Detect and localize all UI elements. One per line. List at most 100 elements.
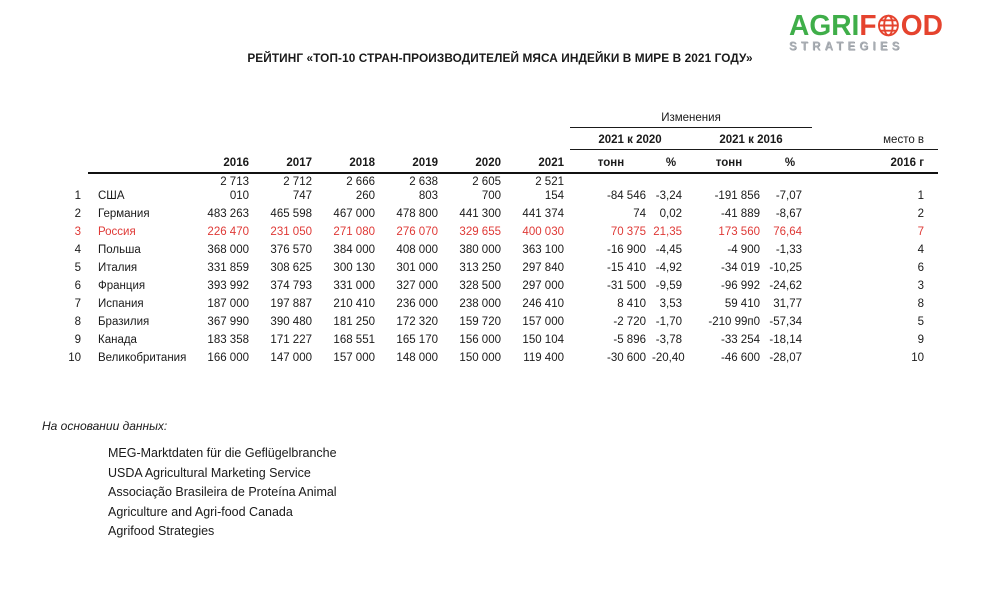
value-cell: 478 800 <box>396 208 438 220</box>
spacer-cell <box>812 205 838 223</box>
change-cell: 31,77 <box>773 298 803 310</box>
value-cell: 231 050 <box>270 226 312 238</box>
value-cell: 2 712 747 <box>283 176 312 202</box>
value-cell: 408 000 <box>396 244 438 256</box>
rank-cell: 7 <box>74 298 81 310</box>
country-cell: Великобритания <box>98 352 187 364</box>
change-cell: 3,53 <box>659 298 682 310</box>
spacer-cell <box>812 277 838 295</box>
value-cell: 400 030 <box>522 226 564 238</box>
value-cell: 465 598 <box>270 208 312 220</box>
value-cell: 441 300 <box>459 208 501 220</box>
logo-wordmark: AGRIF OD <box>789 10 978 42</box>
logo-tagline: STRATEGIES <box>789 41 904 53</box>
value-cell: 2 666 260 <box>346 176 375 202</box>
table-body: 1 США 2 713 010 2 712 747 2 666 260 2 638 803… <box>58 173 938 367</box>
change-cell: -96 992 <box>720 280 760 292</box>
spacer-cell <box>812 173 838 205</box>
group-header-2021-2016: 2021 к 2016 <box>690 127 813 150</box>
value-cell: 181 250 <box>333 316 375 328</box>
year-header: 2017 <box>255 149 318 174</box>
change-cell: -24,62 <box>769 280 803 292</box>
globe-icon <box>878 14 900 37</box>
change-cell: -31 500 <box>606 280 646 292</box>
rank-cell: 10 <box>68 352 81 364</box>
value-cell: 297 840 <box>522 262 564 274</box>
ranking-table-container: Изменения 2021 к 2020 2021 к 2016 место … <box>58 107 939 367</box>
rank-cell: 4 <box>74 244 81 256</box>
value-cell: 119 400 <box>523 352 564 364</box>
table-row: 1 США 2 713 010 2 712 747 2 666 260 2 638 803… <box>58 173 938 205</box>
value-cell: 297 000 <box>522 280 564 292</box>
value-cell: 2 713 010 <box>220 176 249 202</box>
rank-cell: 5 <box>74 262 81 274</box>
spacer-cell <box>812 241 838 259</box>
change-cell: -57,34 <box>769 316 803 328</box>
country-cell: Канада <box>98 334 137 346</box>
ranking-table: Изменения 2021 к 2020 2021 к 2016 место … <box>58 107 939 367</box>
rank-cell: 8 <box>74 316 81 328</box>
change-cell: -2 720 <box>613 316 646 328</box>
change-cell: 21,35 <box>653 226 682 238</box>
change-cell: -30 600 <box>606 352 646 364</box>
header-spacer <box>88 149 192 174</box>
value-cell: 246 410 <box>522 298 564 310</box>
value-cell: 384 000 <box>333 244 375 256</box>
header-spacer <box>58 150 88 174</box>
country-cell: Франция <box>98 280 146 292</box>
place-cell: 9 <box>917 334 925 346</box>
change-cell: 76,64 <box>773 226 803 238</box>
rank-cell: 9 <box>74 334 81 346</box>
unit-header-tons: тонн <box>570 149 652 174</box>
unit-header-pct: % <box>652 149 690 174</box>
value-cell: 327 000 <box>396 280 438 292</box>
value-cell: 2 638 803 <box>409 176 438 202</box>
value-cell: 2 521 154 <box>535 176 564 202</box>
place-cell: 1 <box>917 190 925 202</box>
value-cell: 150 000 <box>459 352 501 364</box>
change-cell: 74 <box>633 208 646 220</box>
value-cell: 363 100 <box>522 244 564 256</box>
logo-text-agri: AGRI <box>789 10 860 42</box>
value-cell: 376 570 <box>270 244 312 256</box>
change-cell: -41 889 <box>720 208 760 220</box>
value-cell: 441 374 <box>522 208 564 220</box>
year-header: 2020 <box>444 149 507 174</box>
place-cell: 4 <box>917 244 925 256</box>
source-item: Agrifood Strategies <box>108 524 215 538</box>
change-cell: 59 410 <box>724 298 760 310</box>
value-cell: 197 887 <box>270 298 312 310</box>
change-cell: -18,14 <box>769 334 803 346</box>
value-cell: 467 000 <box>333 208 375 220</box>
value-cell: 172 320 <box>396 316 438 328</box>
value-cell: 2 605 700 <box>472 176 501 202</box>
change-cell: -84 546 <box>606 190 646 202</box>
change-cell: -4,92 <box>655 262 682 274</box>
change-cell: -33 254 <box>720 334 760 346</box>
spacer-cell <box>812 313 838 331</box>
value-cell: 236 000 <box>396 298 438 310</box>
value-cell: 166 000 <box>207 352 249 364</box>
value-cell: 367 990 <box>207 316 249 328</box>
spacer-cell <box>812 259 838 277</box>
rank-cell: 6 <box>74 280 81 292</box>
year-header: 2016 <box>192 149 255 174</box>
value-cell: 393 992 <box>207 280 249 292</box>
rank-cell: 2 <box>74 208 81 220</box>
place-cell: 5 <box>917 316 925 328</box>
change-cell: -34 019 <box>720 262 760 274</box>
change-cell: -3,78 <box>655 334 682 346</box>
spacer-cell <box>812 295 838 313</box>
value-cell: 331 859 <box>207 262 249 274</box>
value-cell: 157 000 <box>333 352 375 364</box>
place-header-year: 2016 г <box>838 149 939 174</box>
source-item: Associação Brasileira de Proteína Animal <box>108 485 337 499</box>
logo-text-od: OD <box>900 10 943 42</box>
change-cell: -9,59 <box>655 280 682 292</box>
value-cell: 308 625 <box>270 262 312 274</box>
value-cell: 238 000 <box>459 298 501 310</box>
place-cell: 3 <box>917 280 925 292</box>
change-cell: -20,40 <box>652 352 685 364</box>
value-cell: 271 080 <box>333 226 375 238</box>
